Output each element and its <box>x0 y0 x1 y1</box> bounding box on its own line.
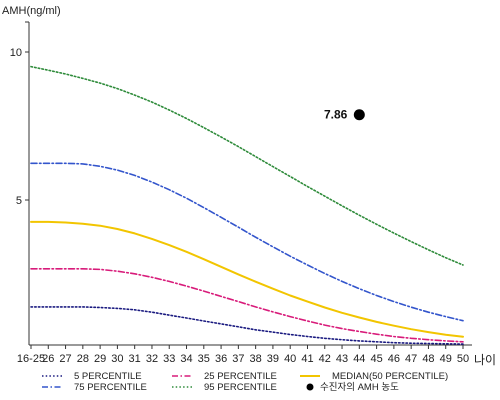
x-tick-label: 49 <box>440 353 452 365</box>
highlight-group: 7.86 <box>324 108 365 122</box>
x-tick-label: 45 <box>370 353 382 365</box>
legend-swatch <box>306 383 314 391</box>
x-tick-label: 33 <box>163 353 175 365</box>
x-tick-label: 32 <box>146 353 158 365</box>
legend-label: 수진자의 AMH 농도 <box>320 382 399 393</box>
x-tick-label: 43 <box>336 353 348 365</box>
x-tick-label: 31 <box>129 353 141 365</box>
series-line-5-percentile <box>30 306 464 345</box>
y-tick-label-10: 10 <box>10 47 22 59</box>
series-line-95-percentile <box>30 65 464 266</box>
x-tick-label: 48 <box>422 353 434 365</box>
x-tick-label: 42 <box>319 353 331 365</box>
legend-label: 25 PERCENTILE <box>204 371 277 382</box>
y-axis-title: AMH(ng/ml) <box>2 5 61 17</box>
legend-label: 75 PERCENTILE <box>74 382 147 393</box>
legend-label: MEDIAN(50 PERCENTILE) <box>332 371 448 382</box>
series-line-25-percentile <box>30 267 464 343</box>
x-tick-label: 29 <box>94 353 106 365</box>
x-tick-label: 26 <box>42 353 54 365</box>
x-tick-label: 39 <box>267 353 279 365</box>
legend-label: 5 PERCENTILE <box>74 371 142 382</box>
x-tick-label: 28 <box>77 353 89 365</box>
y-tick-label-5: 5 <box>16 195 22 207</box>
series-lines <box>30 65 464 345</box>
x-tick-label: 37 <box>232 353 244 365</box>
series-line-median-50-percentile <box>30 220 464 338</box>
x-tick-label: 36 <box>215 353 227 365</box>
highlight-value-label: 7.86 <box>324 108 348 122</box>
x-tick-label: 27 <box>59 353 71 365</box>
x-axis-title: 나이 <box>474 353 496 367</box>
series-line-75-percentile <box>30 162 464 322</box>
x-tick-label: 38 <box>250 353 262 365</box>
x-tick-label: 50 <box>457 353 469 365</box>
x-tick-label: 40 <box>284 353 296 365</box>
x-tick-label: 35 <box>198 353 210 365</box>
x-tick-label: 34 <box>180 353 192 365</box>
x-tick-label: 30 <box>111 353 123 365</box>
x-tick-label: 41 <box>301 353 313 365</box>
x-tick-label: 47 <box>405 353 417 365</box>
x-tick-label: 16-25 <box>17 353 45 365</box>
x-tick-label: 46 <box>388 353 400 365</box>
legend: 5 PERCENTILE 25 PERCENTILE MEDIAN(50 PERCE… <box>42 371 448 393</box>
legend-label: 95 PERCENTILE <box>204 382 277 393</box>
highlight-point <box>353 109 365 121</box>
x-tick-label: 44 <box>353 353 365 365</box>
